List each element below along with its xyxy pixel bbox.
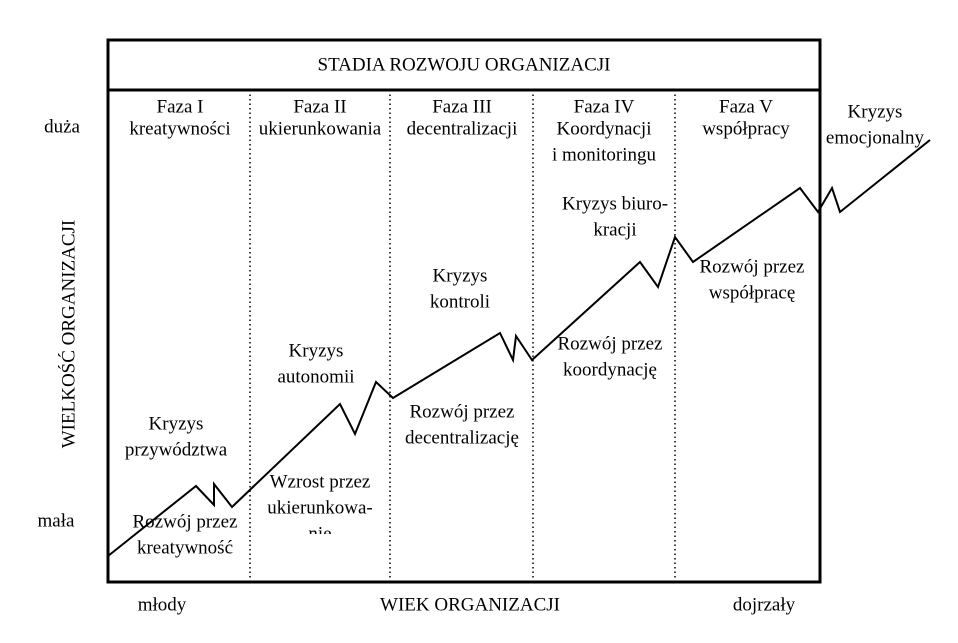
growth-label: ukierunkowa- — [267, 497, 373, 518]
growth-label: Rozwój przez — [558, 333, 663, 354]
phase-name: Faza I — [157, 96, 204, 117]
crisis-label: emocjonalny — [826, 127, 925, 148]
crisis-label: Kryzys biuro- — [562, 193, 668, 214]
crisis-label: kontroli — [430, 291, 490, 312]
growth-label: decentralizację — [405, 427, 519, 448]
crisis-label: Kryzys — [289, 340, 344, 361]
phase-desc: ukierunkowania — [259, 118, 382, 139]
phase-name: Faza II — [293, 96, 346, 117]
growth-label: kreatywność — [137, 537, 233, 558]
crisis-label: Kryzys — [149, 413, 204, 434]
y-low: mała — [38, 510, 75, 531]
growth-label: Wzrost przez — [270, 471, 371, 492]
growth-label: Rozwój przez — [133, 511, 238, 532]
header-title: STADIA ROZWOJU ORGANIZACJI — [318, 54, 611, 75]
phase-dividers — [249, 90, 676, 582]
growth-label: Rozwój przez — [410, 401, 515, 422]
growth-label: nie — [308, 523, 331, 544]
phase-desc: kreatywności — [129, 118, 230, 139]
crisis-label: przywództwa — [125, 439, 228, 460]
growth-label: koordynację — [563, 359, 657, 380]
y-title: WIELKOŚĆ ORGANIZACJI — [57, 220, 79, 449]
phase-desc: współpracy — [702, 118, 790, 139]
x-high: dojrzały — [733, 594, 796, 615]
growth-label: Rozwój przez — [700, 256, 805, 277]
phase-name: Faza III — [432, 96, 492, 117]
y-high: duża — [44, 116, 80, 137]
phase-desc: i monitoringu — [552, 144, 656, 165]
growth-label: współpracę — [709, 282, 796, 303]
frame — [106, 38, 822, 584]
x-low: młody — [138, 594, 187, 615]
crisis-label: autonomii — [277, 366, 354, 387]
clipped-group: Wzrost przez ukierunkowa-nie — [267, 471, 373, 544]
crisis-label: kracji — [593, 219, 636, 240]
x-title: WIEK ORGANIZACJI — [380, 594, 560, 615]
phase-desc: Koordynacji — [557, 118, 652, 139]
crisis-label: Kryzys — [433, 265, 488, 286]
growth-line — [107, 139, 931, 557]
phase-name: Faza V — [719, 96, 773, 117]
phase-desc: decentralizacji — [407, 118, 518, 139]
phase-name: Faza IV — [574, 96, 635, 117]
crisis-label: Kryzys — [848, 101, 903, 122]
